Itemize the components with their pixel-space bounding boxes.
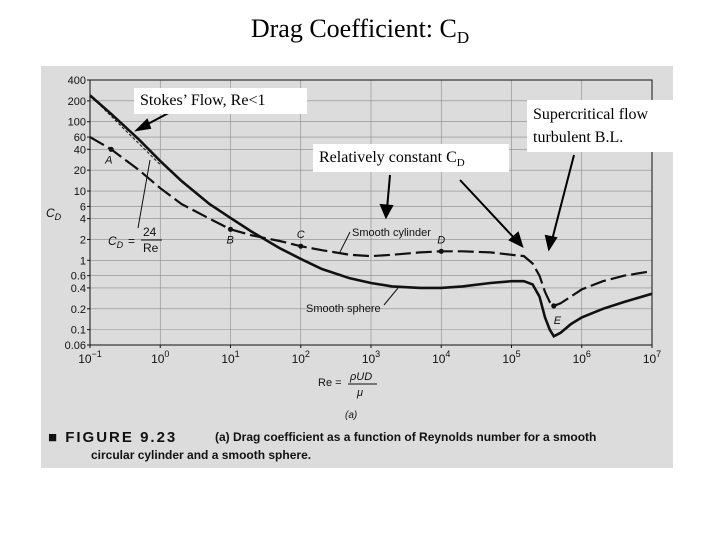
stokes-formula-leader [137,159,151,229]
y-tick-label: 20 [74,165,86,177]
y-tick-label: 0.1 [71,325,86,337]
point-c-marker [298,243,304,249]
relative-arrow [386,174,391,210]
y-tick-label: 400 [68,75,86,87]
y-tick-label: 0.4 [71,283,86,295]
relative-callout: Relatively constant CD [313,144,509,172]
smooth-sphere-curve [89,94,653,339]
svg-text:Re: Re [143,241,159,255]
supercritical-callout-line-1: Supercritical flow [533,106,649,123]
smooth-cylinder-label: Smooth cylinder [352,227,431,239]
supercritical-callout: Supercritical flow turbulent B.L. [527,100,683,152]
point-e-marker [551,303,557,309]
relative-callout-text: Relatively constant C [319,149,457,166]
svg-text:24: 24 [143,225,157,239]
stokes-formula: CD = 24 Re [108,225,162,255]
smooth-sphere-leader [383,287,399,306]
supercritical-callout-line-2: turbulent B.L. [533,129,624,146]
y-tick-label: 0.06 [65,340,86,352]
y-tick-label: 0.2 [71,304,86,316]
chart-axes: 4002001006040201064210.60.40.20.10.0610−… [65,75,662,366]
stokes-callout: Stokes’ Flow, Re<1 [134,88,307,114]
caption-line-1: (a) Drag coefficient as a function of Re… [215,430,596,444]
point-d-label: D [437,234,445,246]
y-tick-label: 2 [80,234,86,246]
slide-title-subscript: D [456,28,470,48]
point-a-marker [108,146,114,152]
x-tick-label: 105 [502,349,520,366]
y-tick-label: 60 [74,132,86,144]
y-tick-label: 100 [68,117,86,129]
x-tick-label: 102 [292,349,310,366]
y-axis-label: CD [46,206,62,222]
panel-label: (a) [345,410,357,421]
svg-text:=: = [128,234,135,248]
point-b-label: B [227,234,234,246]
x-tick-label: 100 [151,349,169,366]
x-tick-label: 106 [573,349,591,366]
y-tick-label: 40 [74,144,86,156]
y-tick-label: 1 [80,255,86,267]
svg-text:ρUD: ρUD [349,371,372,383]
figure-caption: ■ FIGURE 9.23 (a) Drag coefficient as a … [48,429,596,462]
y-tick-label: 0.6 [71,271,86,283]
transition-arrow [459,179,517,241]
slide-title: Drag Coefficient: CD [0,14,720,48]
x-tick-label: 10−1 [78,349,102,366]
caption-figure-number: ■ FIGURE 9.23 [48,429,177,446]
point-b-marker [227,226,234,232]
x-tick-label: 107 [643,349,661,366]
relative-callout-subscript: D [456,157,465,170]
x-tick-label: 103 [362,349,380,366]
y-tick-label: 10 [74,186,86,198]
supercritical-arrowhead [544,234,558,252]
supercritical-arrow [551,154,575,241]
reynolds-definition: Re = ρUD μ [318,371,377,399]
slide-title-text: Drag Coefficient: C [250,14,457,43]
y-tick-label: 200 [68,96,86,108]
svg-text:μ: μ [356,387,363,399]
svg-text:Re =: Re = [318,377,342,389]
stokes-callout-text: Stokes’ Flow, Re<1 [140,92,266,109]
relative-arrowhead [379,203,394,220]
point-d-marker [438,248,444,254]
smooth-sphere-label: Smooth sphere [306,303,381,315]
smooth-cylinder-leader [339,231,351,253]
y-tick-label: 6 [80,201,86,213]
x-tick-label: 101 [221,349,239,366]
y-tick-label: 4 [80,214,86,226]
svg-text:CD: CD [108,234,124,250]
point-c-label: C [297,229,305,241]
caption-line-2: circular cylinder and a smooth sphere. [91,448,311,462]
x-tick-label: 104 [432,349,450,366]
stokes-arrowhead [134,118,152,132]
point-a-label: A [104,154,112,166]
transition-arrowhead [508,231,524,248]
point-e-label: E [554,315,562,327]
